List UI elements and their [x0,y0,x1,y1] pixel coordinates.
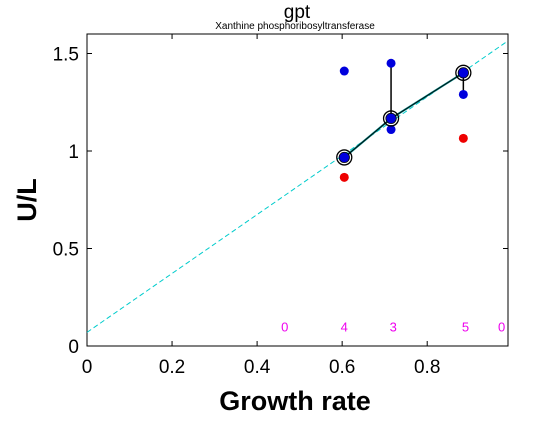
x-tick-label: 0.6 [329,357,355,378]
plot-area: 0 0.2 0.4 0.6 0.8 0 0.5 1 1.5 0 4 3 5 0 [53,33,509,378]
data-point-blue [386,125,396,135]
y-axis-label: U/L [12,178,42,222]
data-point-blue [386,58,396,68]
mean-ring-inner [385,112,397,125]
data-point-blue [458,89,468,99]
plot-frame [86,33,509,347]
sample-count-label: 5 [462,320,469,335]
mean-line [343,71,464,159]
x-tick-label: 0.8 [414,357,440,378]
sample-count-label: 0 [498,320,505,335]
chart-subtitle: Xanthine phosphoribosyltransferase [215,21,375,32]
sample-count-label: 0 [281,320,288,335]
mean-ring-inner [457,67,469,79]
x-tick-label: 0.2 [159,357,185,378]
data-point-red [339,172,349,182]
mean-point [458,67,469,78]
x-tick-label: 0 [82,357,93,378]
chart-title: gpt [284,2,311,23]
sample-count-label: 4 [341,320,348,335]
mean-ring [382,110,400,127]
y-tick-label: 0 [68,337,79,358]
mean-ring [455,64,472,81]
mean-line-core [344,72,464,158]
sample-count-label: 3 [390,320,397,335]
mean-ring [336,149,353,166]
x-axis-label: Growth rate [219,386,371,416]
mean-point [386,113,397,124]
data-point-blue [339,66,349,76]
y-tick-label: 1.5 [53,45,79,66]
y-tick-label: 0.5 [53,240,79,261]
data-point-red [458,133,468,143]
mean-ring-inner [338,151,350,164]
x-tick-label: 0.4 [244,357,271,378]
y-tick-label: 1 [68,142,79,163]
mean-point [339,152,350,163]
